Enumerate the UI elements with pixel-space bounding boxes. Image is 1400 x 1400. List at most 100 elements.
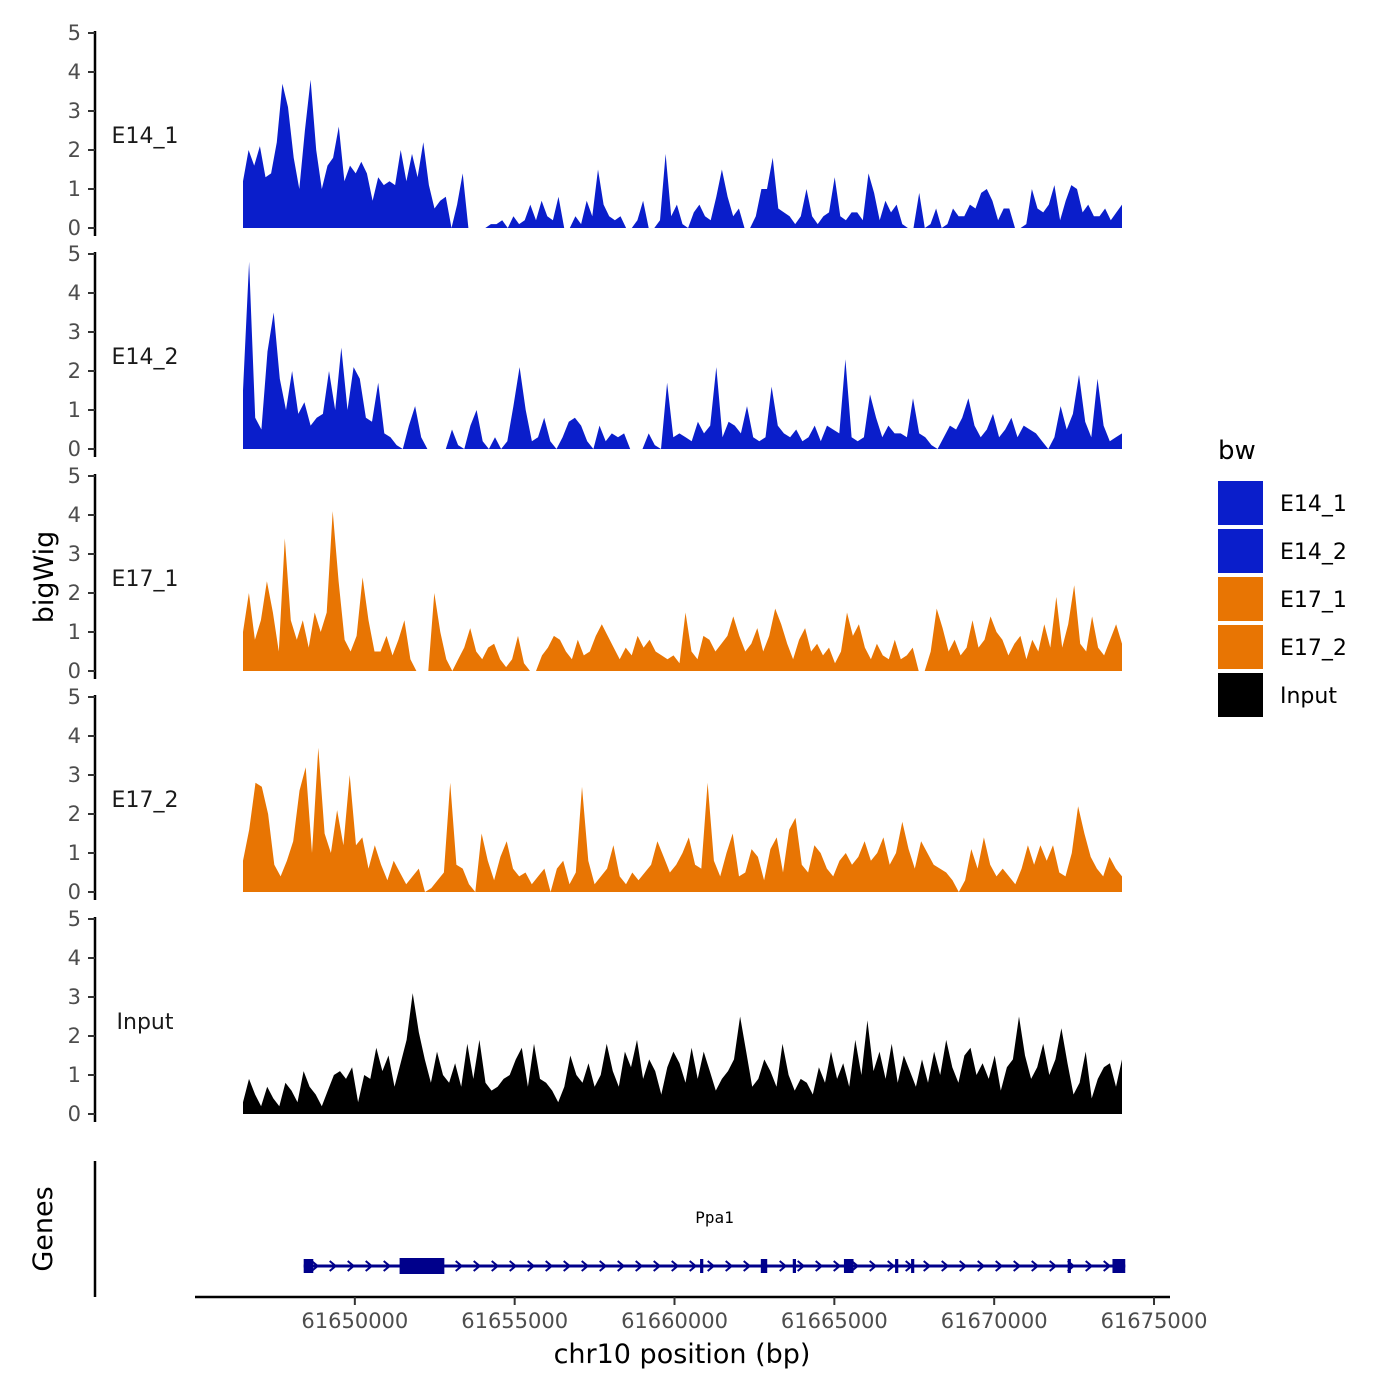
x-axis-title: chr10 position (bp): [554, 1339, 811, 1370]
legend-label: E14_1: [1280, 492, 1347, 517]
strand-chevron: [581, 1260, 590, 1272]
strand-chevron: [797, 1260, 806, 1272]
track-label: E17_1: [112, 567, 179, 592]
strand-chevron: [617, 1260, 626, 1272]
strand-chevron: [815, 1260, 824, 1272]
x-tick-label: 61675000: [1101, 1309, 1208, 1333]
genes-track-label: Genes: [28, 1186, 59, 1271]
y-tick-label: 2: [68, 581, 81, 605]
track-E14_2: 0 1 2 3 4 5 E14_2: [68, 242, 1122, 461]
y-axis-title: bigWig: [29, 531, 60, 624]
strand-chevron: [689, 1260, 698, 1272]
strand-chevron: [563, 1260, 572, 1272]
strand-chevron: [671, 1260, 680, 1272]
y-tick-label: 1: [68, 398, 81, 422]
gene-exon: [895, 1259, 899, 1273]
strand-chevron: [1049, 1260, 1058, 1272]
x-tick-label: 61660000: [621, 1309, 728, 1333]
y-tick-label: 0: [68, 437, 81, 461]
strand-chevron: [635, 1260, 644, 1272]
y-tick-label: 4: [68, 724, 81, 748]
y-tick-label: 3: [68, 320, 81, 344]
strand-chevron: [923, 1260, 932, 1272]
gene-exon: [911, 1259, 915, 1273]
strand-chevron: [329, 1260, 338, 1272]
legend-label: E17_1: [1280, 588, 1347, 613]
y-tick-label: 5: [68, 907, 81, 931]
strand-chevron: [653, 1260, 662, 1272]
y-tick-label: 3: [68, 542, 81, 566]
strand-chevron: [725, 1260, 734, 1272]
gene-exon: [792, 1259, 796, 1273]
x-tick-label: 61665000: [781, 1309, 888, 1333]
strand-chevron: [833, 1260, 842, 1272]
x-tick-label: 61670000: [941, 1309, 1048, 1333]
y-tick-label: 1: [68, 620, 81, 644]
track-E17_2: 0 1 2 3 4 5 E17_2: [68, 685, 1122, 904]
y-tick-label: 4: [68, 503, 81, 527]
legend-label: E14_2: [1280, 540, 1347, 565]
y-tick-label: 4: [68, 946, 81, 970]
y-tick-label: 1: [68, 177, 81, 201]
x-tick-label: 61650000: [301, 1309, 408, 1333]
strand-chevron: [347, 1260, 356, 1272]
strand-chevron: [995, 1260, 1004, 1272]
gene-exon: [760, 1259, 768, 1273]
coverage-area-E17_1: [243, 511, 1122, 671]
strand-chevron: [473, 1260, 482, 1272]
strand-chevron: [707, 1260, 716, 1272]
gene-exon: [399, 1258, 445, 1274]
y-tick-label: 4: [68, 60, 81, 84]
strand-chevron: [365, 1260, 374, 1272]
y-tick-label: 2: [68, 1024, 81, 1048]
coverage-area-Input: [243, 993, 1122, 1114]
x-axis: 61650000 61655000 61660000 61665000 61670000…: [195, 1295, 1208, 1333]
strand-chevron: [977, 1260, 986, 1272]
track-label: E14_1: [112, 124, 179, 149]
strand-chevron: [1085, 1260, 1094, 1272]
y-tick-label: 2: [68, 138, 81, 162]
track-Input: 0 1 2 3 4 5 Input: [68, 907, 1122, 1126]
y-tick-label: 1: [68, 841, 81, 865]
coverage-area-E17_2: [243, 747, 1122, 892]
gene-exon: [303, 1259, 314, 1273]
y-tick-label: 5: [68, 242, 81, 266]
y-tick-label: 2: [68, 802, 81, 826]
y-tick-label: 0: [68, 1102, 81, 1126]
strand-chevron: [959, 1260, 968, 1272]
strand-chevron: [455, 1260, 464, 1272]
strand-chevron: [527, 1260, 536, 1272]
legend-swatch: [1218, 673, 1263, 717]
track-label: E17_2: [112, 788, 179, 813]
strand-chevron: [311, 1260, 320, 1272]
gene-exon: [1067, 1259, 1071, 1273]
genes-track: Genes Ppa1: [28, 1161, 1126, 1297]
gene-name: Ppa1: [695, 1208, 734, 1227]
strand-chevron: [509, 1260, 518, 1272]
strand-chevron: [1103, 1260, 1112, 1272]
track-E17_1: 0 1 2 3 4 5 E17_1: [68, 464, 1122, 683]
legend-label: E17_2: [1280, 636, 1347, 661]
strand-chevron: [743, 1260, 752, 1272]
strand-chevron: [1031, 1260, 1040, 1272]
y-tick-label: 0: [68, 880, 81, 904]
strand-chevron: [383, 1260, 392, 1272]
strand-chevron: [1013, 1260, 1022, 1272]
track-label: E14_2: [112, 345, 179, 370]
y-tick-label: 3: [68, 763, 81, 787]
strand-chevron: [869, 1260, 878, 1272]
strand-chevron: [887, 1260, 896, 1272]
y-tick-label: 1: [68, 1063, 81, 1087]
strand-chevron: [545, 1260, 554, 1272]
y-tick-label: 4: [68, 281, 81, 305]
track-label: Input: [117, 1010, 174, 1035]
legend-swatch: [1218, 625, 1263, 669]
track-E14_1: 0 1 2 3 4 5 E14_1: [68, 21, 1122, 240]
strand-chevron: [779, 1260, 788, 1272]
coverage-tracks: 0 1 2 3 4 5 E14_1 0 1 2 3 4 5 E14_2 0 1 2 3 4 5 E17_1 0 1 2 3 4 5 E…: [68, 21, 1122, 1126]
y-tick-label: 5: [68, 21, 81, 45]
legend: bw E14_1 E14_2 E17_1 E17_2 Input: [1218, 436, 1347, 717]
y-tick-label: 0: [68, 216, 81, 240]
gene-exon: [843, 1259, 854, 1273]
